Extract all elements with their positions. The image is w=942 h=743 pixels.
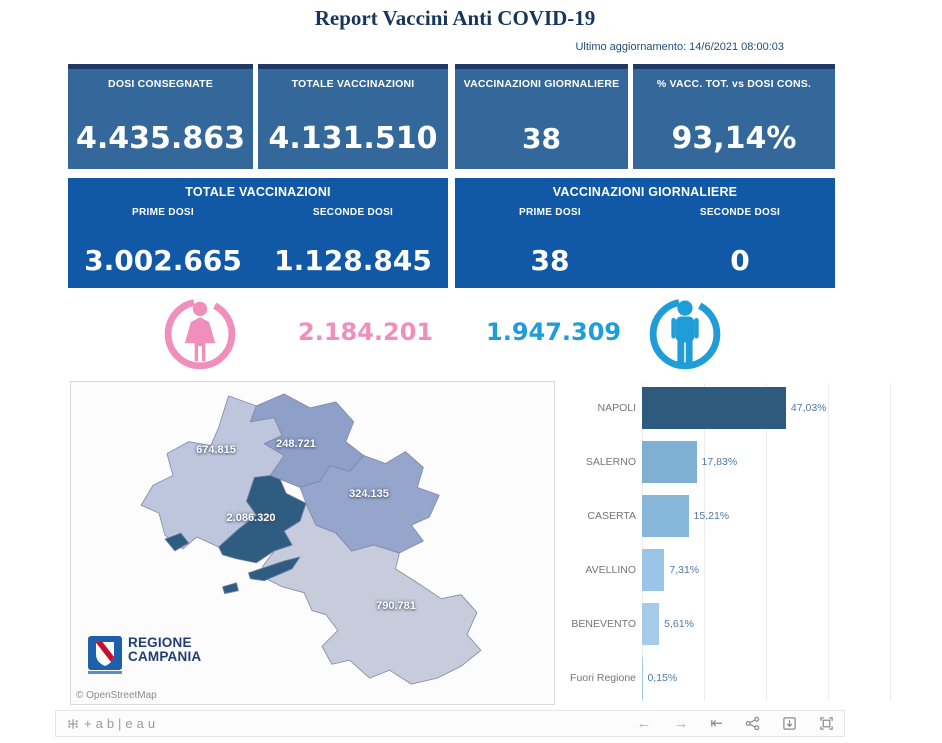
kpi-percent-vacc-vs-dosi: % VACC. TOT. vs DOSI CONS. 93,14%	[633, 64, 835, 169]
bar-napoli[interactable]	[642, 387, 786, 429]
bar-category: AVELLINO	[585, 564, 636, 576]
map-label-caserta: 674.815	[196, 444, 236, 456]
campania-map: 674.815 248.721 324.135 2.086.320 790.78…	[70, 381, 555, 705]
kpi-label: VACCINAZIONI GIORNALIERE	[463, 78, 620, 90]
map-region-napoli[interactable]	[218, 475, 307, 564]
logo-text-line1: REGIONE	[128, 635, 192, 650]
bar-category: BENEVENTO	[571, 618, 636, 630]
tableau-logo[interactable]: +ab|eau	[66, 716, 159, 731]
logo-text-line2: CAMPANIA	[128, 649, 202, 664]
bar-avellino[interactable]	[642, 549, 665, 591]
map-label-napoli: 2.086.320	[226, 512, 276, 524]
bar-value-label: 47,03%	[790, 402, 827, 414]
kpi-totale-vaccinazioni: TOTALE VACCINAZIONI 4.131.510	[258, 64, 448, 169]
kpi-dosi-consegnate: DOSI CONSEGNATE 4.435.863	[68, 64, 253, 169]
share-icon[interactable]	[745, 716, 760, 731]
logo-caption-strip	[88, 671, 122, 674]
tableau-glyph-icon	[68, 718, 78, 729]
prime-dosi-label: PRIME DOSI	[132, 207, 194, 218]
reset-icon[interactable]: ⇤	[710, 715, 723, 732]
chart-gridlines	[642, 383, 891, 701]
bar-category: NAPOLI	[597, 402, 636, 414]
bar-category: SALERNO	[585, 456, 636, 468]
panel-title: TOTALE VACCINAZIONI	[185, 185, 331, 199]
map-peninsula-sorrento[interactable]	[248, 556, 301, 582]
redo-icon[interactable]: →	[673, 715, 689, 732]
kpi-value: 4.131.510	[268, 121, 438, 156]
map-label-salerno: 790.781	[376, 600, 416, 612]
seconde-dosi-label: SECONDE DOSI	[312, 207, 394, 218]
kpi-value: 38	[522, 122, 561, 155]
kpi-vaccinazioni-giornaliere: VACCINAZIONI GIORNALIERE 38	[455, 64, 628, 169]
kpi-label: % VACC. TOT. vs DOSI CONS.	[656, 78, 812, 90]
kpi-label: DOSI CONSEGNATE	[108, 78, 213, 90]
bar-benevento[interactable]	[642, 603, 660, 645]
tableau-wordmark: +ab|eau	[84, 716, 160, 731]
map-svg	[140, 393, 482, 685]
bar-salerno[interactable]	[642, 441, 697, 483]
female-count: 2.184.201	[298, 318, 434, 346]
prime-dosi-label: PRIME DOSI	[519, 207, 581, 218]
regione-campania-logo: REGIONE CAMPANIA	[88, 636, 201, 676]
fullscreen-icon[interactable]	[819, 716, 834, 731]
kpi-value: 4.435.863	[76, 121, 245, 156]
prime-dosi-value: 38	[530, 244, 570, 277]
map-label-benevento: 248.721	[276, 438, 316, 450]
prime-dosi-value: 3.002.665	[84, 244, 242, 277]
map-island-ischia[interactable]	[164, 532, 190, 552]
male-count: 1.947.309	[486, 318, 622, 346]
seconde-dosi-value: 0	[730, 244, 750, 277]
female-icon	[162, 296, 238, 378]
page-title: Report Vaccini Anti COVID-19	[314, 6, 596, 30]
campania-shield-icon	[88, 636, 122, 670]
seconde-dosi-value: 1.128.845	[274, 244, 432, 277]
tableau-toolbar: +ab|eau ← → ⇤	[55, 710, 845, 737]
map-region-avellino[interactable]	[299, 451, 440, 554]
bar-category: Fuori Regione	[570, 672, 636, 684]
bar-category: CASERTA	[587, 510, 636, 522]
kpi-label: TOTALE VACCINAZIONI	[291, 78, 415, 90]
province-bar-chart: NAPOLI 47,03% SALERNO 17,83% CASERTA 15,…	[558, 381, 942, 705]
bar-value-label: 7,31%	[669, 564, 700, 576]
undo-icon[interactable]: ←	[636, 715, 652, 732]
map-label-avellino: 324.135	[349, 488, 389, 500]
download-icon[interactable]	[782, 716, 797, 731]
bar-value-label: 15,21%	[693, 510, 730, 522]
bar-caserta[interactable]	[642, 495, 689, 537]
seconde-dosi-label: SECONDE DOSI	[699, 207, 781, 218]
bar-value-label: 17,83%	[701, 456, 738, 468]
openstreetmap-attribution[interactable]: © OpenStreetMap	[76, 690, 157, 701]
bar-value-label: 5,61%	[664, 618, 694, 630]
male-icon	[647, 296, 723, 378]
last-update-text: Ultimo aggiornamento: 14/6/2021 08:00:03	[575, 41, 784, 53]
map-island-capri[interactable]	[222, 582, 239, 595]
panel-title: VACCINAZIONI GIORNALIERE	[552, 185, 738, 199]
bar-value-label: 0,15%	[647, 672, 678, 684]
panel-vaccinazioni-giornaliere: VACCINAZIONI GIORNALIERE PRIME DOSI SECO…	[455, 178, 835, 288]
kpi-value: 93,14%	[671, 121, 797, 156]
panel-totale-vaccinazioni: TOTALE VACCINAZIONI PRIME DOSI SECONDE D…	[68, 178, 448, 288]
